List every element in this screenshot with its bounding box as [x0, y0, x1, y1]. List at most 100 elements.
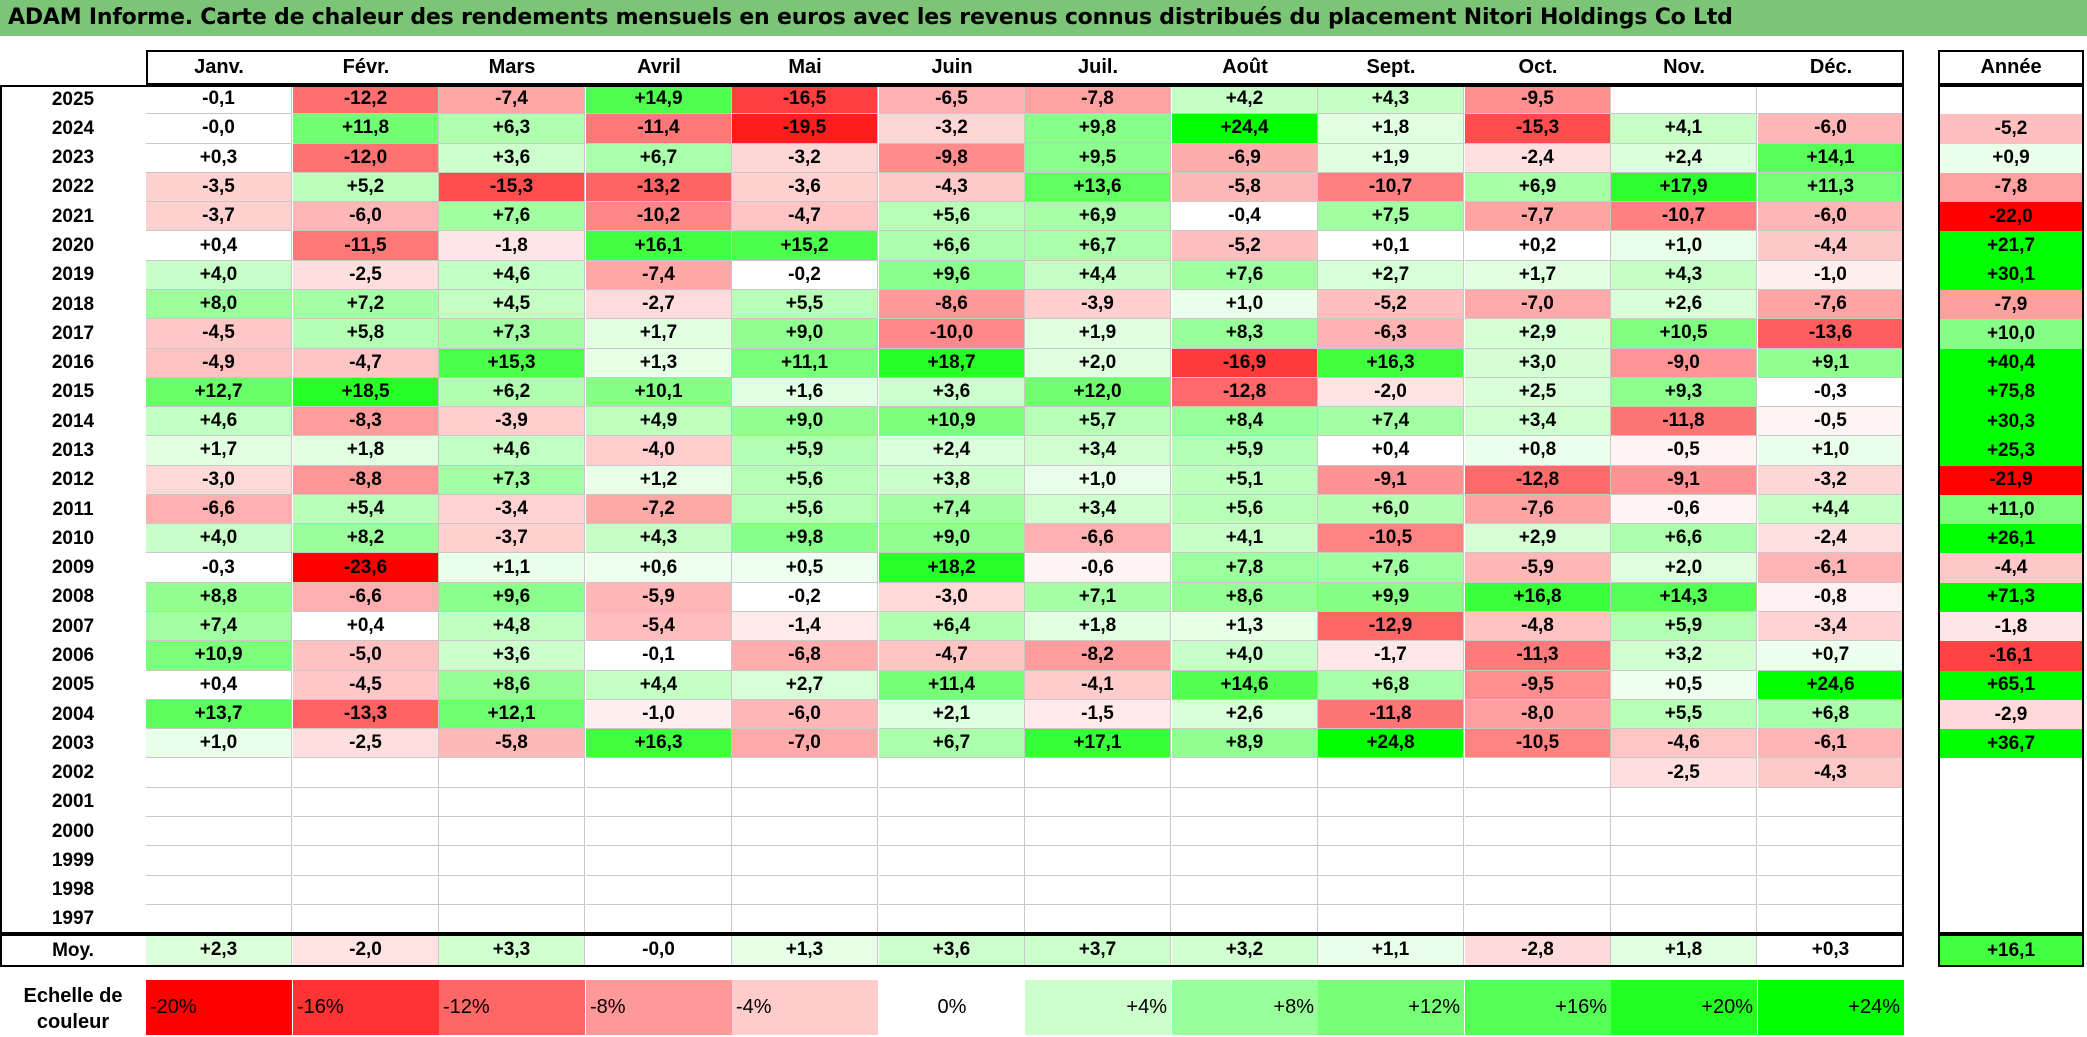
annual-cell	[1938, 875, 2084, 905]
heatmap-cell: -0,4	[1172, 202, 1318, 232]
month-header: Mai	[788, 56, 822, 78]
heatmap-cell: +9,3	[1611, 377, 1757, 408]
heatmap-cell: +3,0	[1465, 348, 1611, 378]
heatmap-cell: -5,8	[1172, 172, 1318, 203]
heatmap-cell: +17,9	[1611, 172, 1757, 203]
heatmap-cell	[1025, 787, 1171, 817]
year-label: 2021	[51, 205, 95, 227]
heatmap-cell: +14,1	[1758, 143, 1904, 173]
heatmap-cell: +5,2	[293, 172, 439, 203]
heatmap-cell: +0,5	[1611, 670, 1757, 700]
heatmap-cell: +3,6	[879, 377, 1025, 408]
year-label: 2007	[51, 615, 95, 637]
heatmap-cell: -4,7	[293, 348, 439, 378]
heatmap-cell	[1025, 817, 1171, 847]
heatmap-cell: +6,7	[879, 729, 1025, 759]
year-label: 2004	[51, 703, 95, 725]
heatmap-cell: +5,5	[1611, 699, 1757, 730]
average-cell: +1,1	[1318, 934, 1464, 967]
heatmap-cell: +17,1	[1025, 729, 1171, 759]
heatmap-cell	[1465, 904, 1611, 935]
heatmap-cell: +9,0	[879, 524, 1025, 554]
heatmap-cell: -4,7	[879, 641, 1025, 671]
heatmap-cell	[1611, 817, 1757, 847]
heatmap-cell: +7,3	[439, 319, 585, 349]
color-scale-step: +8%	[1172, 980, 1318, 1035]
heatmap-cell: -1,8	[439, 231, 585, 261]
heatmap-cell: +1,0	[146, 729, 292, 759]
annual-cell: -4,4	[1938, 553, 2084, 583]
heatmap-cell: -4,5	[146, 319, 292, 349]
heatmap-cell: +5,6	[1172, 494, 1318, 525]
heatmap-cell	[1465, 875, 1611, 905]
heatmap-cell: -7,8	[1025, 85, 1171, 115]
heatmap-cell	[1172, 817, 1318, 847]
annual-cell: +26,1	[1938, 524, 2084, 554]
color-scale-step: +24%	[1758, 980, 1904, 1035]
average-cell: -0,0	[586, 934, 732, 967]
heatmap-cell: +3,4	[1025, 494, 1171, 525]
heatmap-cell: +1,0	[1172, 289, 1318, 320]
heatmap-cell: -8,6	[879, 289, 1025, 320]
month-header: Janv.	[194, 56, 244, 78]
annual-cell	[1938, 787, 2084, 817]
heatmap-cell: -4,4	[1758, 231, 1904, 261]
year-label: 2001	[51, 791, 95, 813]
heatmap-cell: -15,3	[439, 172, 585, 203]
year-label: 2000	[51, 820, 95, 842]
heatmap-cell: -3,9	[1025, 289, 1171, 320]
average-cell: +2,3	[146, 934, 292, 967]
heatmap-cell: -5,0	[293, 641, 439, 671]
heatmap-cell: -5,9	[586, 582, 732, 613]
year-label: 2020	[51, 235, 95, 257]
heatmap-cell	[879, 758, 1025, 788]
heatmap-cell	[293, 904, 439, 935]
heatmap-cell	[732, 758, 878, 788]
heatmap-cell	[1611, 904, 1757, 935]
heatmap-cell: -5,8	[439, 729, 585, 759]
heatmap-cell: -11,8	[1318, 699, 1464, 730]
heatmap-cell: -13,2	[586, 172, 732, 203]
heatmap-cell: +4,3	[1611, 260, 1757, 290]
heatmap-cell	[1611, 846, 1757, 876]
heatmap-cell: -6,1	[1758, 553, 1904, 583]
heatmap-cell: -4,0	[586, 436, 732, 466]
heatmap-cell: +3,4	[1025, 436, 1171, 466]
heatmap-cell: -4,3	[879, 172, 1025, 203]
color-scale-label-line1: Echelle de	[23, 984, 123, 1007]
heatmap-cell	[1758, 787, 1904, 817]
annual-cell: +11,0	[1938, 494, 2084, 525]
heatmap-cell: +8,3	[1172, 319, 1318, 349]
heatmap-cell: -6,1	[1758, 729, 1904, 759]
heatmap-cell: +7,4	[146, 612, 292, 642]
year-label: 2023	[51, 147, 95, 169]
heatmap-cell	[879, 904, 1025, 935]
heatmap-cell	[1318, 817, 1464, 847]
heatmap-cell: +7,6	[439, 202, 585, 232]
heatmap-cell: +0,3	[146, 143, 292, 173]
year-label: 2015	[51, 381, 95, 403]
heatmap-cell: +5,8	[293, 319, 439, 349]
heatmap-cell: -13,6	[1758, 319, 1904, 349]
heatmap-cell: -0,2	[732, 260, 878, 290]
heatmap-cell	[1758, 85, 1904, 115]
heatmap-cell: -0,2	[732, 582, 878, 613]
heatmap-cell: +9,9	[1318, 582, 1464, 613]
heatmap-cell	[1611, 85, 1757, 115]
heatmap-cell: +9,0	[732, 407, 878, 437]
heatmap-cell: -9,8	[879, 143, 1025, 173]
heatmap-cell: +4,4	[586, 670, 732, 700]
heatmap-cell: -4,8	[1465, 612, 1611, 642]
heatmap-cell	[586, 904, 732, 935]
heatmap-cell: -0,6	[1025, 553, 1171, 583]
heatmap-cell: +1,9	[1318, 143, 1464, 173]
heatmap-cell: +5,6	[732, 494, 878, 525]
average-cell: -2,8	[1465, 934, 1611, 967]
annual-cell: +71,3	[1938, 582, 2084, 613]
heatmap-cell: +1,6	[732, 377, 878, 408]
annual-cell: -16,1	[1938, 641, 2084, 671]
heatmap-cell: -3,4	[439, 494, 585, 525]
heatmap-cell: -5,2	[1172, 231, 1318, 261]
heatmap-cell: +2,6	[1611, 289, 1757, 320]
average-label: Moy.	[52, 939, 94, 961]
